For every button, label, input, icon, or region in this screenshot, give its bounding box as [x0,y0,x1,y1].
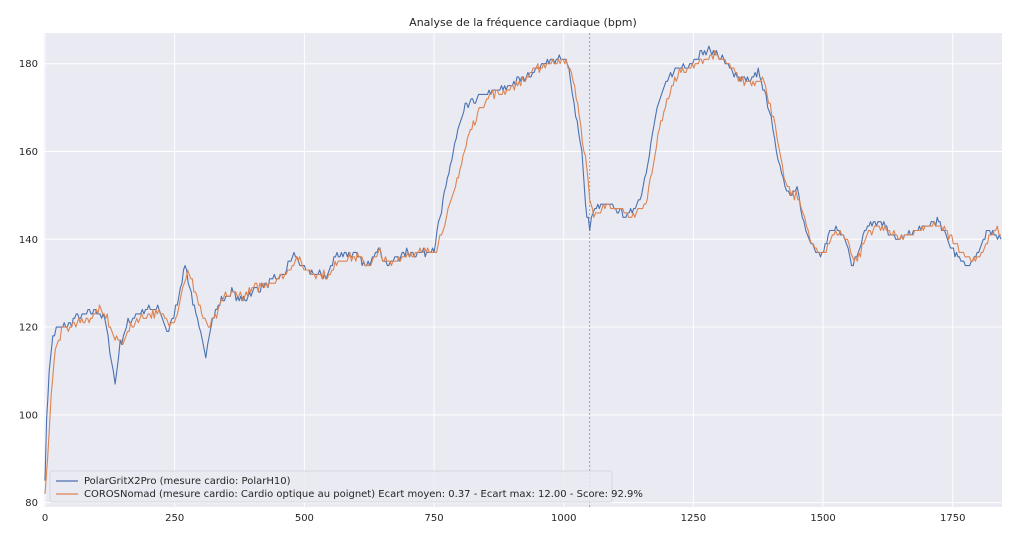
legend: PolarGritX2Pro (mesure cardio: PolarH10)… [49,470,643,503]
x-tick-label: 1250 [681,513,706,524]
legend-label-coros: COROSNomad (mesure cardio: Cardio optiqu… [84,489,643,500]
legend-label-polar: PolarGritX2Pro (mesure cardio: PolarH10) [84,476,291,487]
x-tick-label: 750 [424,513,443,524]
series-line-1 [44,50,1001,494]
y-tick-label: 140 [19,235,38,246]
x-tick-label: 1500 [810,513,835,524]
x-tick-label: 1000 [551,513,576,524]
plot-background [44,33,1002,507]
x-tick-label: 250 [165,513,184,524]
y-tick-label: 160 [19,147,38,158]
legend-box [49,470,613,503]
y-axis: 80 100 120 140 160 180 [19,59,38,509]
x-tick-label: 500 [295,513,314,524]
y-tick-label: 80 [25,498,38,509]
x-tick-label: 0 [42,513,48,524]
x-axis: 0 250 500 750 1000 1250 1500 1750 [42,513,966,524]
chart-title: Analyse de la fréquence cardiaque (bpm) [409,16,637,29]
series-layer [44,45,1002,494]
y-tick-label: 180 [19,59,38,70]
x-tick-label: 1750 [940,513,965,524]
y-tick-label: 100 [19,410,38,421]
y-tick-label: 120 [19,323,38,334]
